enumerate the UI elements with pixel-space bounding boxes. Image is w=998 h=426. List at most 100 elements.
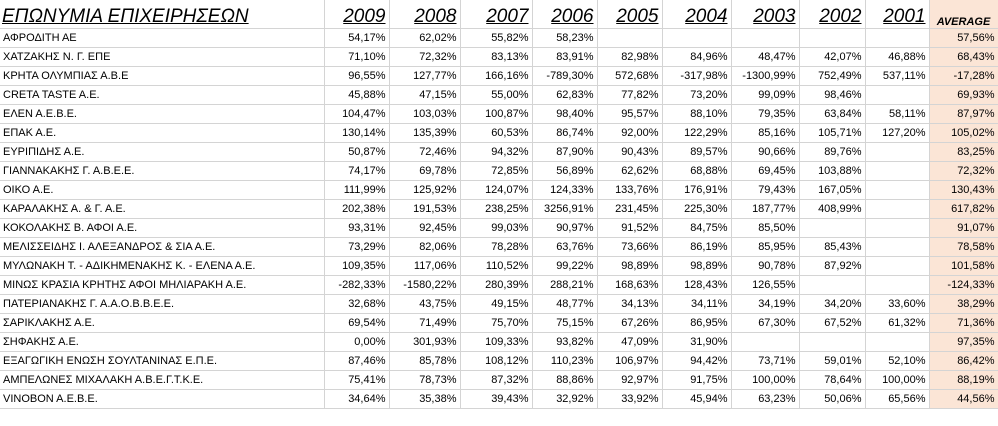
value-cell[interactable]: 86,95% (662, 313, 732, 333)
average-cell[interactable]: 88,19% (929, 370, 998, 390)
value-cell[interactable]: 92,97% (597, 370, 663, 390)
value-cell[interactable]: 100,00% (865, 370, 930, 390)
value-cell[interactable] (865, 256, 930, 276)
value-cell[interactable]: 110,23% (532, 351, 598, 371)
value-cell[interactable]: 127,77% (389, 66, 461, 86)
value-cell[interactable]: 59,01% (799, 351, 866, 371)
value-cell[interactable]: 110,52% (460, 256, 533, 276)
value-cell[interactable]: 79,43% (731, 180, 800, 200)
value-cell[interactable]: 69,45% (731, 161, 800, 181)
value-cell[interactable] (731, 28, 800, 48)
value-cell[interactable]: 49,15% (460, 294, 533, 314)
value-cell[interactable]: 63,23% (731, 389, 800, 409)
value-cell[interactable]: 86,19% (662, 237, 732, 257)
value-cell[interactable]: 68,88% (662, 161, 732, 181)
average-cell[interactable]: 101,58% (929, 256, 998, 276)
value-cell[interactable]: 73,71% (731, 351, 800, 371)
company-name-cell[interactable]: ΑΜΠΕΛΩΝΕΣ ΜΙΧΑΛΑΚΗ Α.Β.Ε.Γ.Τ.Κ.Ε. (0, 370, 325, 390)
value-cell[interactable]: 58,23% (532, 28, 598, 48)
year-header[interactable]: 2003 (731, 0, 800, 29)
value-cell[interactable]: 85,95% (731, 237, 800, 257)
value-cell[interactable]: 100,87% (460, 104, 533, 124)
value-cell[interactable] (865, 199, 930, 219)
value-cell[interactable] (799, 332, 866, 352)
year-header[interactable]: 2002 (799, 0, 866, 29)
value-cell[interactable]: 103,88% (799, 161, 866, 181)
year-header[interactable]: 2008 (389, 0, 461, 29)
value-cell[interactable]: 48,77% (532, 294, 598, 314)
value-cell[interactable]: 47,15% (389, 85, 461, 105)
year-header[interactable]: 2006 (532, 0, 598, 29)
value-cell[interactable]: 90,97% (532, 218, 598, 238)
value-cell[interactable]: 35,38% (389, 389, 461, 409)
value-cell[interactable]: 128,43% (662, 275, 732, 295)
value-cell[interactable]: 46,88% (865, 47, 930, 67)
value-cell[interactable]: 75,70% (460, 313, 533, 333)
average-cell[interactable]: 91,07% (929, 218, 998, 238)
value-cell[interactable]: 106,97% (597, 351, 663, 371)
company-name-cell[interactable]: ΚΑΡΑΛΑΚΗΣ Α. & Γ. Α.Ε. (0, 199, 325, 219)
value-cell[interactable]: 90,43% (597, 142, 663, 162)
value-cell[interactable]: 67,30% (731, 313, 800, 333)
value-cell[interactable]: 85,78% (389, 351, 461, 371)
value-cell[interactable]: 130,14% (324, 123, 390, 143)
value-cell[interactable]: 88,86% (532, 370, 598, 390)
value-cell[interactable]: 99,03% (460, 218, 533, 238)
average-cell[interactable]: 97,35% (929, 332, 998, 352)
value-cell[interactable]: 90,78% (731, 256, 800, 276)
value-cell[interactable]: 62,02% (389, 28, 461, 48)
value-cell[interactable]: 65,56% (865, 389, 930, 409)
value-cell[interactable]: 91,52% (597, 218, 663, 238)
value-cell[interactable]: 166,16% (460, 66, 533, 86)
value-cell[interactable]: 92,00% (597, 123, 663, 143)
value-cell[interactable]: 83,13% (460, 47, 533, 67)
company-name-cell[interactable]: ΕΠΑΚ Α.Ε. (0, 123, 325, 143)
value-cell[interactable]: 127,20% (865, 123, 930, 143)
value-cell[interactable]: 62,83% (532, 85, 598, 105)
value-cell[interactable]: 98,89% (597, 256, 663, 276)
value-cell[interactable]: 96,55% (324, 66, 390, 86)
value-cell[interactable]: 98,40% (532, 104, 598, 124)
average-cell[interactable]: 38,29% (929, 294, 998, 314)
value-cell[interactable] (865, 237, 930, 257)
value-cell[interactable]: 167,05% (799, 180, 866, 200)
value-cell[interactable]: 85,43% (799, 237, 866, 257)
value-cell[interactable]: 43,75% (389, 294, 461, 314)
value-cell[interactable]: 3256,91% (532, 199, 598, 219)
value-cell[interactable]: 135,39% (389, 123, 461, 143)
value-cell[interactable]: 99,09% (731, 85, 800, 105)
value-cell[interactable]: 752,49% (799, 66, 866, 86)
value-cell[interactable]: 94,32% (460, 142, 533, 162)
value-cell[interactable]: 89,57% (662, 142, 732, 162)
value-cell[interactable]: 60,53% (460, 123, 533, 143)
value-cell[interactable]: 83,91% (532, 47, 598, 67)
value-cell[interactable]: 288,21% (532, 275, 598, 295)
average-cell[interactable]: 87,97% (929, 104, 998, 124)
value-cell[interactable]: 202,38% (324, 199, 390, 219)
value-cell[interactable]: 191,53% (389, 199, 461, 219)
value-cell[interactable]: 77,82% (597, 85, 663, 105)
value-cell[interactable]: 32,68% (324, 294, 390, 314)
year-header[interactable]: 2001 (865, 0, 930, 29)
value-cell[interactable]: 84,96% (662, 47, 732, 67)
company-name-cell[interactable]: ΚΡΗΤΑ ΟΛΥΜΠΙΑΣ Α.Β.Ε (0, 66, 325, 86)
value-cell[interactable]: 78,28% (460, 237, 533, 257)
value-cell[interactable]: 33,92% (597, 389, 663, 409)
year-header[interactable]: 2004 (662, 0, 732, 29)
value-cell[interactable]: 82,06% (389, 237, 461, 257)
value-cell[interactable]: 34,19% (731, 294, 800, 314)
value-cell[interactable]: 52,10% (865, 351, 930, 371)
value-cell[interactable]: 111,99% (324, 180, 390, 200)
value-cell[interactable]: 34,20% (799, 294, 866, 314)
company-name-cell[interactable]: ΚΟΚΟΛΑΚΗΣ Β. ΑΦΟΙ Α.Ε. (0, 218, 325, 238)
value-cell[interactable]: -789,30% (532, 66, 598, 86)
value-cell[interactable]: 54,17% (324, 28, 390, 48)
value-cell[interactable]: 72,32% (389, 47, 461, 67)
value-cell[interactable]: 176,91% (662, 180, 732, 200)
average-cell[interactable]: 71,36% (929, 313, 998, 333)
value-cell[interactable] (865, 161, 930, 181)
value-cell[interactable]: 47,09% (597, 332, 663, 352)
value-cell[interactable]: 105,71% (799, 123, 866, 143)
company-name-cell[interactable]: ΧΑΤΖΑΚΗΣ Ν. Γ. ΕΠΕ (0, 47, 325, 67)
value-cell[interactable]: 122,29% (662, 123, 732, 143)
